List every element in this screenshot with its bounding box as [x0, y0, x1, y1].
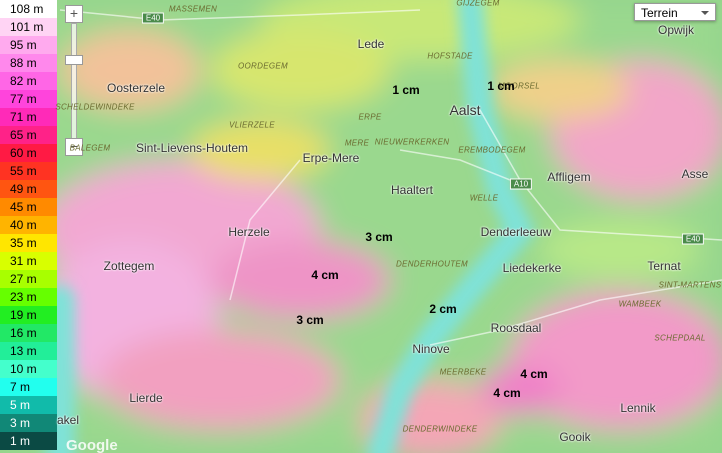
road-badge: E40 [681, 233, 705, 245]
zoom-out-button[interactable]: − [65, 138, 83, 156]
legend-entry: 45 m [0, 198, 57, 216]
place-label: SCHELDEWINDEKE [55, 102, 135, 112]
legend-entry: 82 m [0, 72, 57, 90]
place-label: Roosdaal [490, 321, 542, 335]
place-label: Affligem [547, 170, 591, 184]
place-label: Ternat [647, 259, 681, 273]
place-label: BALEGEM [69, 143, 111, 153]
legend-entry: 95 m [0, 36, 57, 54]
legend-entry: 101 m [0, 18, 57, 36]
place-label: Aalst [449, 102, 481, 118]
legend-entry: 3 m [0, 414, 57, 432]
place-label: Denderleeuw [480, 225, 552, 239]
snow-depth-label: 4 cm [311, 268, 339, 282]
legend-entry: 49 m [0, 180, 57, 198]
legend-entry: 13 m [0, 342, 57, 360]
road-badge: A10 [509, 178, 533, 190]
legend-entry: 16 m [0, 324, 57, 342]
place-label: HOFSTADE [427, 51, 473, 61]
legend-entry: 7 m [0, 378, 57, 396]
place-label: SINT-MARTENS [658, 280, 722, 290]
legend-entry: 108 m [0, 0, 57, 18]
place-label: Lennik [620, 401, 656, 415]
snow-depth-label: 4 cm [493, 386, 521, 400]
place-label: SCHEPDAAL [654, 333, 706, 343]
place-label: Asse [681, 167, 709, 181]
place-label: WAMBEEK [618, 299, 662, 309]
zoom-slider-track[interactable] [71, 23, 77, 147]
legend-entry: 60 m [0, 144, 57, 162]
legend-entry: 71 m [0, 108, 57, 126]
road-badge: E40 [141, 12, 165, 24]
snow-depth-label: 2 cm [429, 302, 457, 316]
place-label: MOORSEL [497, 81, 541, 91]
snow-depth-label: 3 cm [296, 313, 324, 327]
legend-entry: 5 m [0, 396, 57, 414]
zoom-control: + − [62, 5, 84, 157]
legend-entry: 35 m [0, 234, 57, 252]
place-label: NIEUWERKERKEN [374, 137, 450, 147]
place-label: ERPE [358, 112, 382, 122]
place-label: MASSEMEN [168, 4, 218, 14]
place-label: OORDEGEM [238, 61, 288, 71]
map-type-select[interactable]: Terrein [634, 3, 716, 21]
place-label: Herzele [228, 225, 270, 239]
place-label: EREMBODEGEM [458, 145, 526, 155]
legend-entry: 88 m [0, 54, 57, 72]
snow-depth-label: 4 cm [520, 367, 548, 381]
legend-entry: 55 m [0, 162, 57, 180]
attribution-logo: Google [66, 437, 118, 453]
place-label: Sint-Lievens-Houtem [135, 141, 249, 155]
snow-depth-label: 3 cm [365, 230, 393, 244]
legend-entry: 65 m [0, 126, 57, 144]
zoom-slider-knob[interactable] [65, 55, 83, 65]
place-label: Gooik [559, 430, 591, 444]
legend-entry: 23 m [0, 288, 57, 306]
legend-entry: 77 m [0, 90, 57, 108]
place-label: GIJZEGEM [456, 0, 500, 8]
place-label: Ninove [412, 342, 450, 356]
snow-depth-label: 1 cm [392, 83, 420, 97]
legend-entry: 19 m [0, 306, 57, 324]
place-label: Liedekerke [502, 261, 562, 275]
zoom-in-button[interactable]: + [65, 5, 83, 23]
place-label: akel [56, 413, 80, 427]
place-label: Lede [357, 37, 385, 51]
place-label: DENDERWINDEKE [402, 424, 478, 434]
place-label: VLIERZELE [229, 120, 275, 130]
elevation-legend: 108 m 101 m 95 m 88 m 82 m 77 m 71 m 65 m 60 m 55… [0, 0, 57, 450]
place-label: DENDERHOUTEM [395, 259, 469, 269]
place-label: Lierde [129, 391, 163, 405]
snow-depth-label: 1 cm [487, 79, 515, 93]
legend-entry: 31 m [0, 252, 57, 270]
legend-entry: 10 m [0, 360, 57, 378]
place-label: WELLE [469, 193, 499, 203]
place-label: MERE [344, 138, 370, 148]
legend-entry: 27 m [0, 270, 57, 288]
place-label: Haaltert [390, 183, 434, 197]
place-label: MEERBEKE [439, 367, 487, 377]
legend-entry: 1 m [0, 432, 57, 450]
legend-entry: 40 m [0, 216, 57, 234]
place-label: Opwijk [657, 23, 695, 37]
place-label: Zottegem [103, 259, 155, 273]
place-label: Oosterzele [106, 81, 166, 95]
place-label: Erpe-Mere [302, 151, 360, 165]
